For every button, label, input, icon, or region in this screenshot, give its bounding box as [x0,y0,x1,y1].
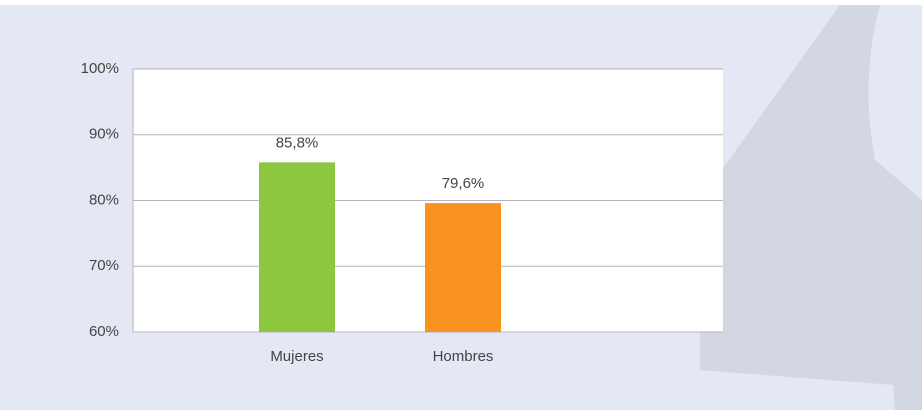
y-tick-label: 60% [89,323,119,340]
value-label: 79,6% [442,175,485,192]
bar [425,203,501,332]
bar [259,162,335,332]
y-tick-label: 80% [89,191,119,208]
y-tick-label: 100% [81,60,119,77]
x-tick-label: Hombres [433,348,494,365]
value-label: 85,8% [276,134,319,151]
x-tick-label: Mujeres [270,348,323,365]
y-tick-label: 70% [89,257,119,274]
chart: 60% 70% 80% 90% 100% 85,8% Mujeres 79,6% Hombres [0,0,922,415]
y-tick-label: 90% [89,126,119,143]
